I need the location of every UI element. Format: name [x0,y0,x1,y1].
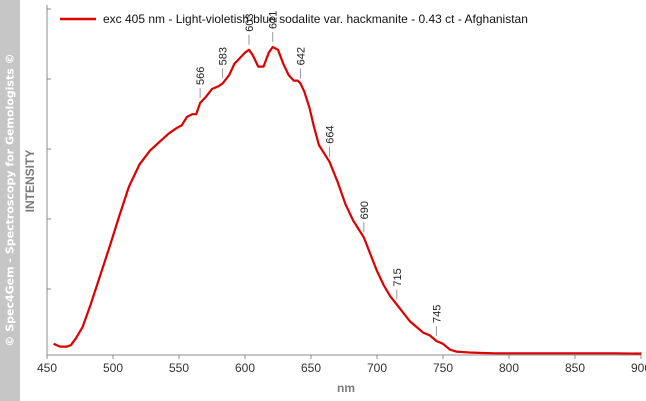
peak-label: 745 [431,305,443,323]
chart-series [53,45,642,355]
series-line [53,45,642,355]
peak-label: 583 [218,47,230,65]
x-tick-label: 900 [631,361,646,375]
x-tick-label: 700 [367,361,387,375]
x-tick-label: 500 [103,361,123,375]
peak-label: 690 [359,201,371,219]
x-tick-label: 750 [433,361,453,375]
peak-label: 603 [244,13,256,31]
peak-label: 566 [195,67,207,85]
x-tick-label: 450 [37,361,57,375]
x-tick-label: 550 [169,361,189,375]
x-axis-title: nm [337,381,355,395]
legend-label: exc 405 nm - Light-violetish-blue sodali… [103,12,528,26]
peak-label: 664 [325,125,337,143]
peak-label: 642 [295,47,307,65]
x-tick-label: 650 [301,361,321,375]
peak-label: 621 [268,11,280,29]
watermark-strip: © Spec4Gem - Spectroscopy for Gemologist… [0,0,20,401]
peak-annotations: 566 583 603 621 642 664 690 715 745 [195,11,443,336]
y-axis-title: INTENSITY [23,150,37,213]
x-tick-label: 850 [565,361,585,375]
chart-axes: 450 500 550 600 650 700 750 800 850 900 [37,5,646,375]
chart-legend: exc 405 nm - Light-violetish-blue sodali… [60,12,528,26]
x-tick-label: 800 [499,361,519,375]
x-tick-label: 600 [235,361,255,375]
peak-label: 715 [392,268,404,286]
